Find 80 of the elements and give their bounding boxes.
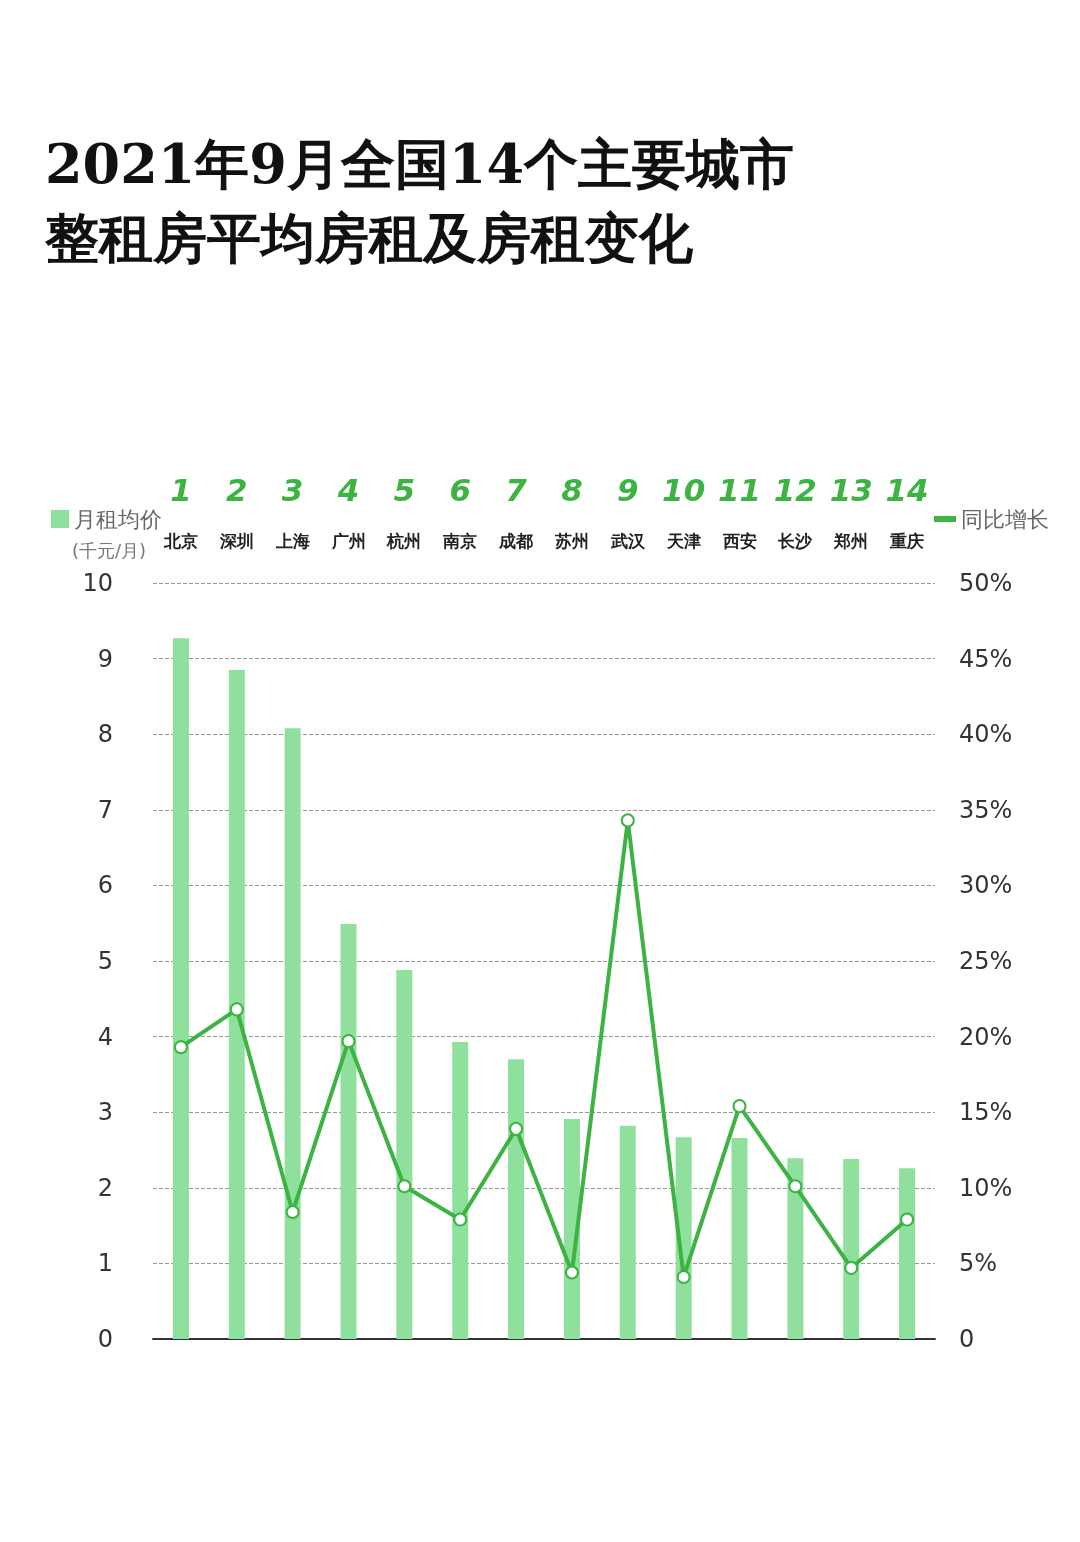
text: 4 bbox=[336, 472, 360, 508]
x-tick-label: 重庆 bbox=[889, 531, 925, 551]
x-tick-label: 郑州 bbox=[833, 531, 869, 551]
y2-tick-label: 45% bbox=[959, 644, 1013, 673]
legend-label: 同比增长 bbox=[961, 506, 1049, 532]
legend-label: 月租均价 bbox=[74, 506, 162, 532]
y-axis-title: (千元/月) bbox=[72, 539, 147, 561]
y-tick-label: 8 bbox=[97, 720, 113, 749]
point bbox=[397, 1179, 412, 1194]
bar bbox=[843, 1159, 860, 1339]
text: 1 bbox=[170, 472, 192, 508]
bar bbox=[228, 669, 245, 1339]
point bbox=[509, 1121, 524, 1136]
text: 9 bbox=[617, 472, 639, 508]
y-tick-label: 5 bbox=[97, 947, 113, 975]
text: 6 bbox=[449, 472, 471, 508]
bar bbox=[284, 728, 301, 1339]
y-tick-label: 4 bbox=[97, 1022, 113, 1051]
point bbox=[732, 1099, 747, 1114]
x-tick-label: 深圳 bbox=[218, 531, 254, 551]
y2-tick-label: 50% bbox=[959, 569, 1013, 597]
text: 10 bbox=[662, 472, 706, 508]
y2-tick-label: 25% bbox=[959, 947, 1013, 975]
x-tick-label: 武汉 bbox=[609, 531, 646, 551]
x-tick-label: 杭州 bbox=[386, 531, 422, 551]
text: 8 bbox=[561, 472, 583, 508]
point bbox=[341, 1034, 356, 1049]
y2-tick-label: 0 bbox=[959, 1325, 975, 1353]
y-tick-label: 1 bbox=[97, 1249, 113, 1278]
bar bbox=[899, 1168, 916, 1339]
text: 3 bbox=[281, 472, 304, 508]
point bbox=[900, 1212, 915, 1227]
text: 2 bbox=[226, 472, 248, 508]
bar bbox=[619, 1125, 636, 1339]
y2-tick-label: 30% bbox=[959, 871, 1013, 900]
point bbox=[788, 1179, 803, 1194]
chart-title: 2021年9月全国14个主要城市整租房平均房租及房租变化 bbox=[44, 132, 795, 270]
y2-tick-label: 5% bbox=[959, 1249, 998, 1278]
bar bbox=[452, 1041, 469, 1339]
text: 14 bbox=[885, 472, 929, 508]
bar bbox=[396, 970, 413, 1339]
y-tick-label: 2 bbox=[97, 1173, 113, 1202]
x-tick-label: 苏州 bbox=[553, 531, 589, 551]
text: 7 bbox=[505, 472, 528, 508]
bar bbox=[340, 923, 357, 1339]
text: 13 bbox=[829, 472, 873, 508]
point bbox=[844, 1260, 859, 1275]
y-tick-label: 3 bbox=[97, 1098, 113, 1127]
text: 12 bbox=[773, 472, 817, 508]
x-tick-label: 天津 bbox=[665, 531, 701, 551]
point bbox=[676, 1270, 691, 1284]
y2-tick-label: 20% bbox=[959, 1022, 1013, 1051]
y2-tick-label: 15% bbox=[959, 1098, 1013, 1127]
x-tick-label: 西安 bbox=[721, 531, 757, 551]
bar bbox=[508, 1059, 525, 1339]
y2-tick-label: 10% bbox=[959, 1173, 1013, 1202]
y2-tick-label: 40% bbox=[959, 720, 1013, 749]
point bbox=[620, 813, 635, 828]
y-tick-label: 7 bbox=[97, 795, 113, 824]
x-tick-label: 广州 bbox=[330, 531, 366, 551]
y-tick-label: 9 bbox=[97, 644, 113, 673]
point bbox=[285, 1204, 300, 1219]
y-tick-label: 10 bbox=[82, 569, 113, 597]
y-tick-label: 0 bbox=[97, 1325, 113, 1353]
x-tick-label: 南京 bbox=[442, 531, 478, 551]
bar bbox=[731, 1137, 748, 1339]
point bbox=[453, 1212, 468, 1227]
point bbox=[229, 1002, 244, 1017]
point bbox=[564, 1265, 579, 1280]
x-tick-label: 长沙 bbox=[777, 531, 814, 551]
x-tick-label: 成都 bbox=[498, 531, 534, 551]
y-tick-label: 6 bbox=[97, 871, 113, 900]
x-tick-label: 北京 bbox=[162, 531, 198, 551]
point bbox=[173, 1040, 188, 1055]
y2-tick-label: 35% bbox=[959, 795, 1013, 824]
bar bbox=[172, 638, 189, 1339]
text: 11 bbox=[717, 472, 762, 508]
x-tick-label: 上海 bbox=[274, 531, 310, 551]
bar bbox=[787, 1158, 804, 1339]
text: 5 bbox=[393, 472, 416, 508]
